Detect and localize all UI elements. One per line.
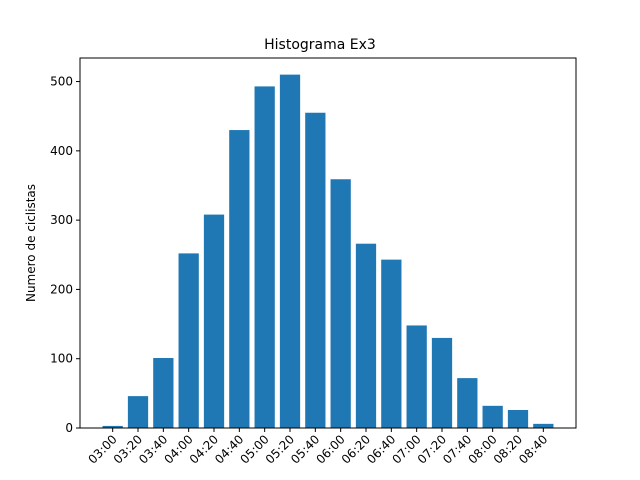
bar-0600 [330,179,351,428]
plot-frame [79,57,577,429]
y-axis: 0 100 200 300 400 500 [50,75,80,435]
y-tick-label: 0 [65,421,73,435]
bar-0540 [305,112,326,429]
bar-0700 [406,325,427,428]
bar-0420 [203,214,225,428]
bar-0620 [355,243,377,428]
y-tick-label: 100 [50,352,73,366]
bar-0520 [279,74,301,428]
y-tick-label: 300 [50,213,73,227]
bar-0740 [457,378,478,428]
bar-0720 [431,337,453,428]
x-axis: 03:0003:2003:4004:0004:2004:4005:0005:20… [85,428,550,467]
bar-0320 [127,396,149,428]
bar-0500 [254,86,275,429]
bar-0440 [229,130,250,428]
bar-0300 [102,425,123,428]
y-tick-label: 500 [50,75,73,89]
y-tick-label: 200 [50,282,73,296]
bar-0820 [507,409,529,428]
y-axis-title: Numero de ciclistas [24,184,38,302]
bar-0640 [381,259,402,428]
x-tick-label: 08:40 [516,432,550,466]
bars [102,74,554,429]
bar-0840 [533,423,554,428]
bar-0400 [178,253,199,428]
bar-0340 [153,358,174,428]
y-tick-label: 400 [50,144,73,158]
chart-title: Histograma Ex3 [264,37,376,53]
bar-0800 [482,405,503,428]
